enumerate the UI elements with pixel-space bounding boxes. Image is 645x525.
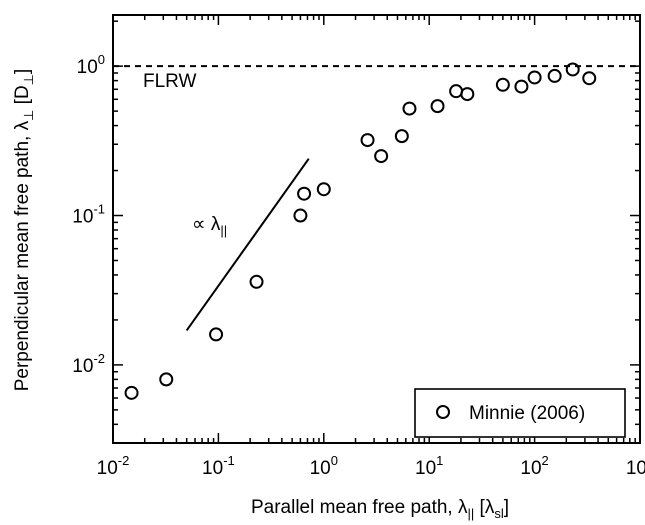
- data-point: [582, 71, 597, 86]
- x-tick-label-exponent: -2: [118, 453, 130, 468]
- y-tick-label-exponent: -1: [93, 202, 105, 217]
- x-tick-label-base: 10: [415, 458, 436, 479]
- flrw-label: FLRW: [143, 71, 197, 92]
- y-axis-label-sub: ⊥: [21, 110, 36, 121]
- x-tick-label: 101: [415, 453, 443, 479]
- y-axis-label-rest: [D: [12, 85, 33, 109]
- legend: Minnie (2006): [414, 388, 626, 438]
- reference-lines: [113, 65, 640, 332]
- slope-annotation-main: ∝ λ: [192, 214, 221, 235]
- x-tick-label-base: 10: [626, 458, 645, 479]
- data-point: [316, 182, 331, 197]
- y-tick-label-base: 10: [72, 207, 93, 228]
- slope-line: [185, 158, 310, 332]
- x-axis-label-main: Parallel mean free path, λ: [251, 497, 468, 518]
- x-tick-label-exponent: -1: [223, 453, 235, 468]
- x-tick-label-base: 10: [310, 458, 331, 479]
- x-tick-label-base: 10: [202, 458, 223, 479]
- y-tick-label: 100: [77, 52, 105, 78]
- x-axis-label-end: ]: [504, 497, 509, 518]
- y-tick-label: 10-2: [72, 351, 105, 377]
- x-tick-label: 102: [520, 453, 548, 479]
- data-point: [394, 129, 409, 144]
- x-axis-label-sub2: sl: [494, 506, 504, 521]
- data-point: [249, 274, 264, 289]
- legend-label: Minnie (2006): [469, 403, 585, 424]
- y-axis-label-main: Perpendicular mean free path, λ: [12, 120, 33, 391]
- legend-box: [414, 388, 626, 438]
- legend-marker: [436, 405, 450, 419]
- y-tick-label-base: 10: [72, 356, 93, 377]
- data-point: [159, 372, 174, 387]
- data-point: [209, 327, 224, 342]
- data-point: [360, 133, 375, 148]
- data-point: [495, 77, 510, 92]
- data-points: [124, 62, 597, 400]
- x-tick-label-base: 10: [520, 458, 541, 479]
- data-point: [293, 208, 308, 223]
- x-tick-label-base: 10: [97, 458, 118, 479]
- data-point: [460, 87, 475, 102]
- data-point: [527, 70, 542, 85]
- data-point: [430, 99, 445, 114]
- x-axis-label-rest: [λ: [474, 497, 495, 518]
- y-tick-label-base: 10: [77, 57, 98, 78]
- x-tick-label-exponent: 2: [542, 453, 549, 468]
- x-tick-label: 103: [626, 453, 645, 479]
- x-tick-labels: 10-210-1100101102103: [97, 453, 645, 479]
- x-axis-label: Parallel mean free path, λ|| [λsl]: [251, 497, 509, 521]
- data-point: [374, 149, 389, 164]
- y-tick-label: 10-1: [72, 202, 105, 228]
- data-point: [565, 62, 580, 77]
- x-axis-label-sub: ||: [468, 506, 475, 521]
- x-tick-label-exponent: 0: [331, 453, 338, 468]
- data-point: [514, 79, 529, 94]
- y-axis-label: Perpendicular mean free path, λ⊥ [D⊥]: [12, 69, 36, 392]
- data-point: [449, 84, 464, 99]
- slope-annotation-sub: ||: [220, 223, 227, 238]
- y-tick-label-exponent: 0: [98, 52, 105, 67]
- data-point: [402, 101, 417, 116]
- x-tick-label: 10-2: [97, 453, 130, 479]
- y-axis-label-end: ]: [12, 69, 33, 74]
- x-tick-label-exponent: 1: [436, 453, 443, 468]
- data-point: [547, 68, 562, 83]
- data-point: [124, 385, 139, 400]
- plot-frame: [112, 14, 641, 444]
- y-tick-label-exponent: -2: [93, 351, 105, 366]
- y-axis-label-sub2: ⊥: [21, 74, 36, 85]
- x-tick-label: 100: [310, 453, 338, 479]
- slope-annotation: ∝ λ||: [192, 214, 227, 238]
- data-point: [297, 186, 312, 201]
- x-tick-label: 10-1: [202, 453, 235, 479]
